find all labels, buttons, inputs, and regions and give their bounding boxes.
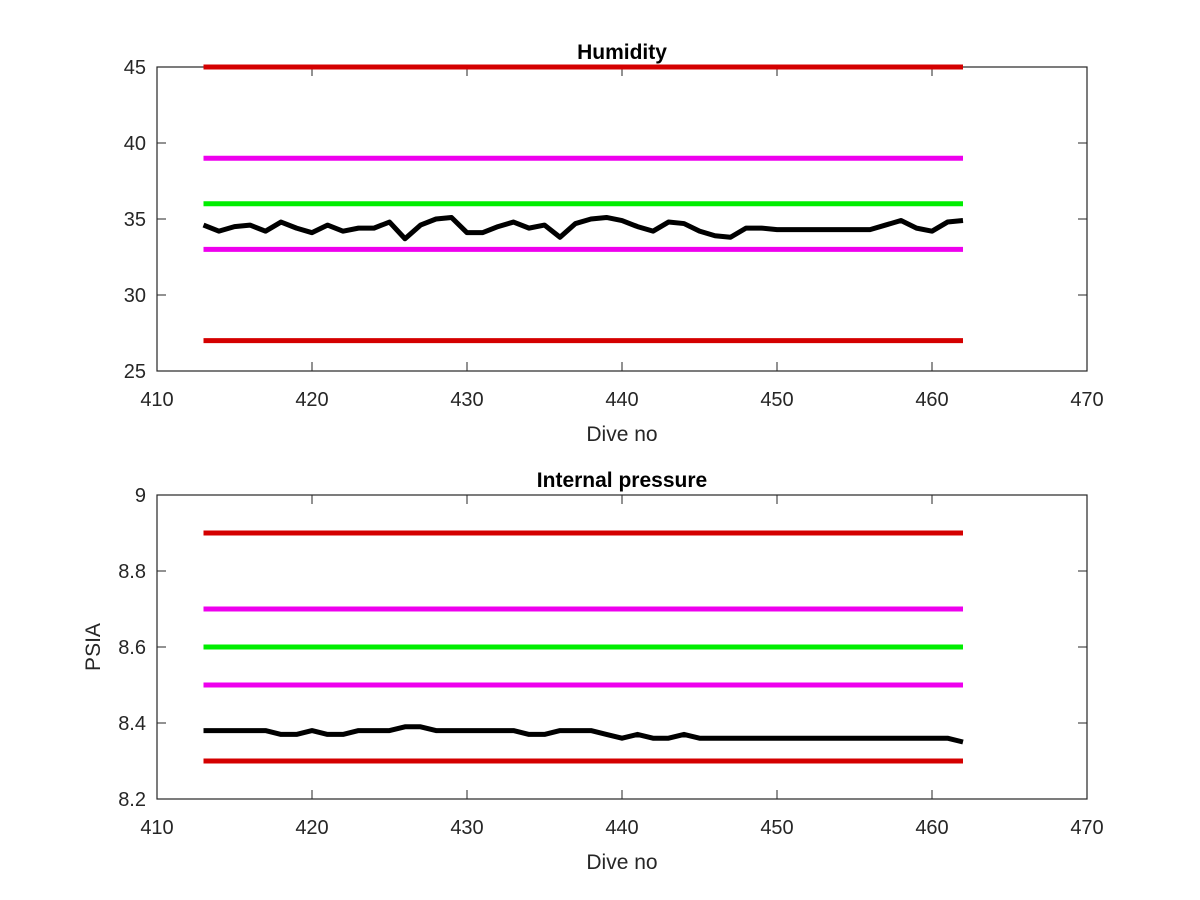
pressure-y-tick-label: 9: [135, 485, 146, 507]
humidity-x-tick-label: 470: [1070, 389, 1103, 411]
humidity-x-tick-label: 440: [605, 389, 638, 411]
pressure-data-line: [203, 724, 964, 745]
humidity-y-tick-label: 35: [124, 209, 146, 231]
pressure-y-tick-label: 8.6: [118, 637, 146, 659]
pressure-x-tick-label: 410: [140, 817, 173, 839]
humidity-x-tick-label: 420: [295, 389, 328, 411]
humidity-x-tick-label: 430: [450, 389, 483, 411]
pressure-x-tick-label: 460: [915, 817, 948, 839]
pressure-y-axis-label: PSIA: [82, 623, 105, 671]
humidity-axes: 410 420 430 440 450 460 470 25 30 35 40 45 Humidity D…: [124, 41, 1104, 446]
pressure-chart-title: Internal pressure: [537, 469, 707, 492]
pressure-x-tick-label: 470: [1070, 817, 1103, 839]
humidity-y-tick-label: 30: [124, 285, 146, 307]
humidity-y-tick-label: 40: [124, 133, 146, 155]
pressure-x-axis-label: Dive no: [586, 851, 657, 874]
pressure-y-tick-label: 8.4: [118, 713, 146, 735]
pressure-x-tick-label: 420: [295, 817, 328, 839]
pressure-x-tick-label: 430: [450, 817, 483, 839]
internal-pressure-axes: 410 420 430 440 450 460 470 8.2 8.4 8.6 8.8 9 Intern…: [82, 469, 1104, 874]
humidity-y-tick-label: 25: [124, 361, 146, 383]
pressure-y-tick-label: 8.8: [118, 561, 146, 583]
humidity-x-tick-label: 460: [915, 389, 948, 411]
humidity-chart-title: Humidity: [577, 41, 667, 64]
humidity-x-tick-label: 410: [140, 389, 173, 411]
pressure-x-tick-label: 440: [605, 817, 638, 839]
humidity-x-axis-label: Dive no: [586, 423, 657, 446]
humidity-x-tick-label: 450: [760, 389, 793, 411]
pressure-y-tick-label: 8.2: [118, 789, 146, 811]
humidity-data-line: [202, 214, 964, 242]
pressure-x-tick-label: 450: [760, 817, 793, 839]
humidity-y-tick-label: 45: [124, 57, 146, 79]
